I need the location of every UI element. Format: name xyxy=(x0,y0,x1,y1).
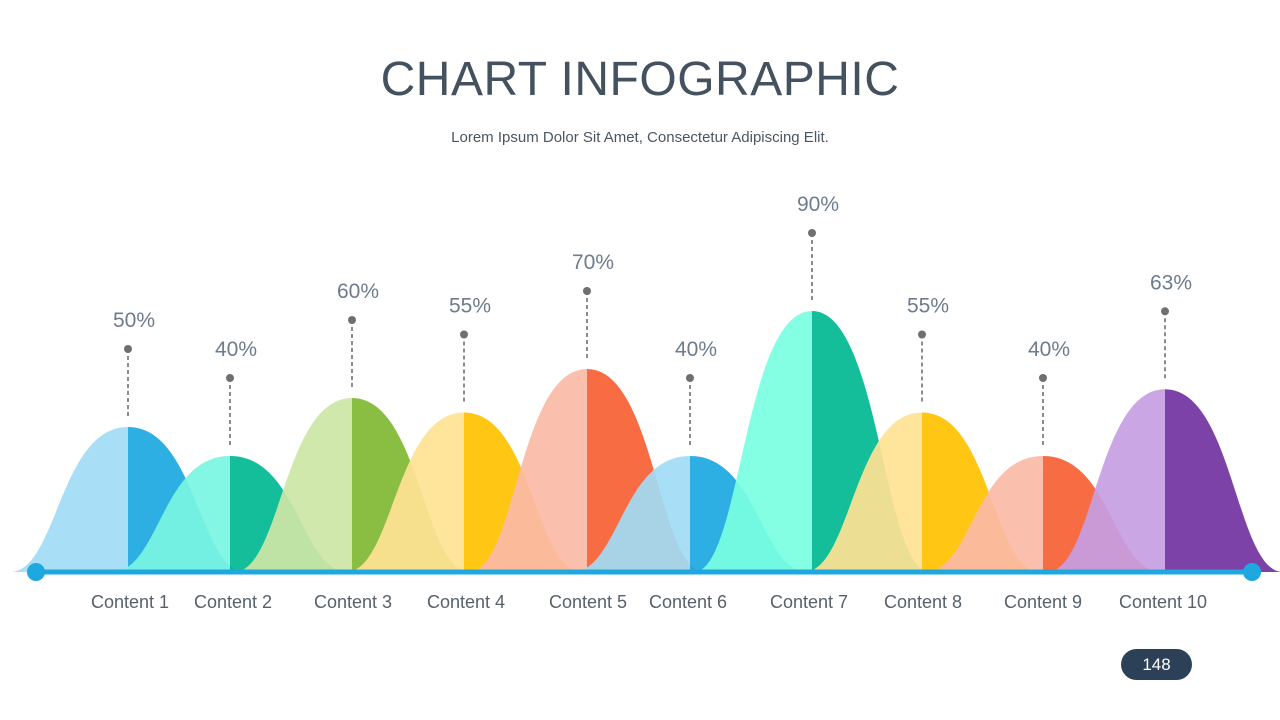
peak-7-right-half xyxy=(812,311,930,572)
value-label-1: 50% xyxy=(113,309,155,332)
category-label-4: Content 4 xyxy=(427,592,505,612)
peak-4-left-half xyxy=(346,412,464,572)
peak-5 xyxy=(469,369,705,572)
category-label-7: Content 7 xyxy=(770,592,848,612)
value-label-10: 63% xyxy=(1150,271,1192,294)
axis-start-cap xyxy=(27,563,45,581)
leader-dot-8 xyxy=(918,330,926,339)
leader-dot-6 xyxy=(686,374,694,382)
peak-6-left-half xyxy=(572,456,690,572)
peak-7-left-half xyxy=(694,311,812,572)
value-label-4: 55% xyxy=(449,295,491,318)
category-label-1: Content 1 xyxy=(91,592,169,612)
peak-7 xyxy=(694,311,930,572)
peak-5-right-half xyxy=(587,369,705,572)
category-label-5: Content 5 xyxy=(549,592,627,612)
value-label-3: 60% xyxy=(337,280,379,303)
peak-8-left-half xyxy=(804,412,922,572)
value-label-6: 40% xyxy=(675,338,717,361)
peak-5-left-half xyxy=(469,369,587,572)
leader-dot-2 xyxy=(226,374,234,382)
chart-subtitle: Lorem Ipsum Dolor Sit Amet, Consectetur … xyxy=(451,129,829,146)
leader-dot-5 xyxy=(583,287,591,295)
leader-dot-9 xyxy=(1039,374,1047,382)
category-label-9: Content 9 xyxy=(1004,592,1082,612)
peak-10-left-half xyxy=(1047,389,1165,572)
peaks-layer xyxy=(10,311,1280,572)
category-label-8: Content 8 xyxy=(884,592,962,612)
value-label-8: 55% xyxy=(907,295,949,318)
category-label-10: Content 10 xyxy=(1119,592,1207,612)
peak-9-left-half xyxy=(925,456,1043,572)
chart-title: CHART INFOGRAPHIC xyxy=(380,53,900,106)
leader-dot-1 xyxy=(124,345,132,353)
axis-end-cap xyxy=(1243,563,1261,581)
axis-layer xyxy=(27,563,1261,581)
peak-3-left-half xyxy=(234,398,352,572)
value-label-7: 90% xyxy=(797,193,839,216)
peak-10 xyxy=(1047,389,1280,572)
category-label-2: Content 2 xyxy=(194,592,272,612)
leader-dot-3 xyxy=(348,316,356,324)
peak-1-left-half xyxy=(10,427,128,572)
leader-dot-4 xyxy=(460,330,468,339)
value-label-2: 40% xyxy=(215,338,257,361)
peak-10-right-half xyxy=(1165,389,1280,572)
value-label-5: 70% xyxy=(572,251,614,274)
value-label-9: 40% xyxy=(1028,338,1070,361)
page-number-badge: 148 xyxy=(1121,649,1192,680)
category-label-6: Content 6 xyxy=(649,592,727,612)
leader-dot-10 xyxy=(1161,307,1169,316)
peak-8-right-half xyxy=(922,412,1040,572)
peak-8 xyxy=(804,412,1040,572)
peak-2-left-half xyxy=(112,456,230,572)
category-label-3: Content 3 xyxy=(314,592,392,612)
leader-dot-7 xyxy=(808,229,816,237)
labels-layer: 50% Content 1 40% Content 2 60% Content 3 55% C… xyxy=(91,193,1207,612)
